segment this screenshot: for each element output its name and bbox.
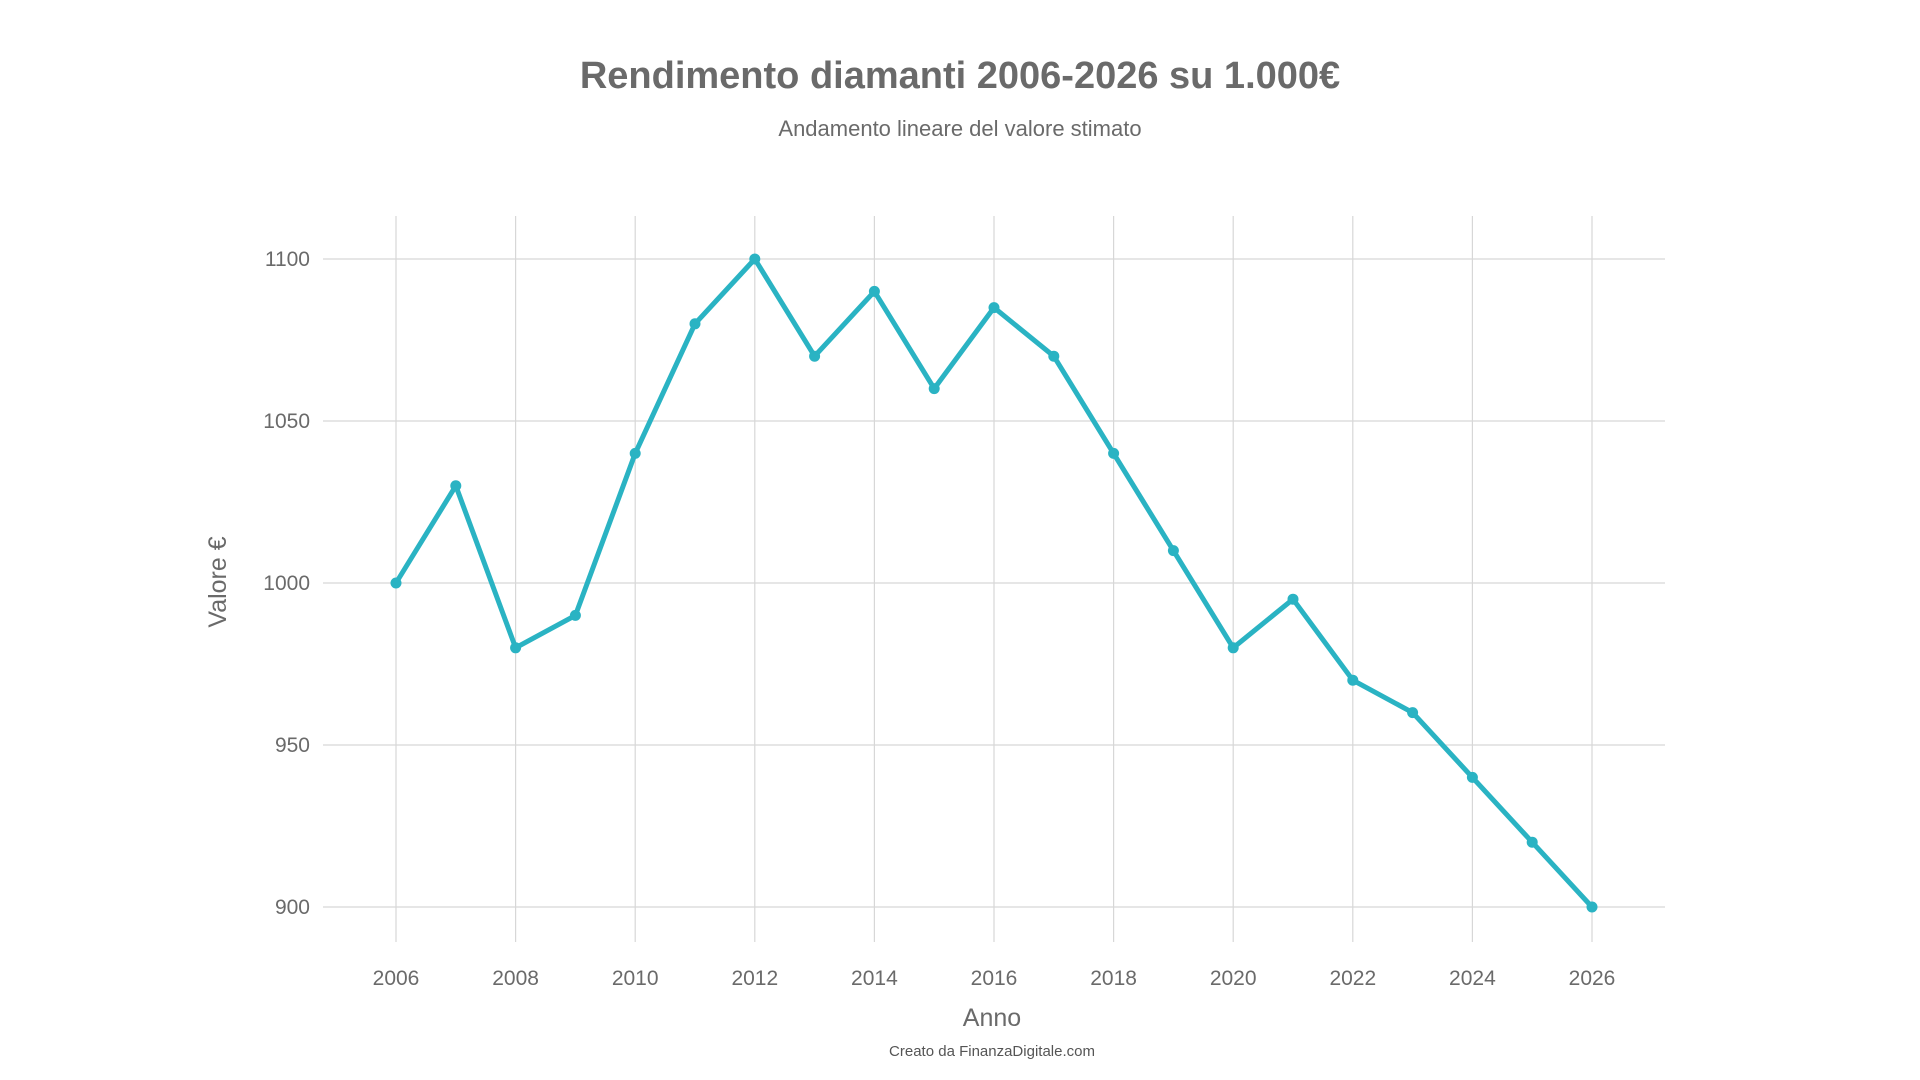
x-tick-label: 2012 (731, 967, 778, 990)
data-point (1407, 707, 1419, 719)
data-point (928, 383, 940, 395)
grid (323, 216, 1665, 942)
y-tick-label: 950 (275, 734, 310, 757)
x-tick-label: 2008 (492, 967, 539, 990)
chart-subtitle: Andamento lineare del valore stimato (778, 116, 1141, 141)
data-point (1167, 545, 1179, 557)
y-tick-label: 900 (275, 896, 310, 919)
x-tick-label: 2018 (1090, 967, 1137, 990)
x-axis: 2006 2008 2010 2012 2014 2016 2018 2020 2022 2024… (373, 967, 1616, 990)
data-point (569, 609, 581, 621)
y-tick-label: 1100 (265, 248, 310, 271)
data-point (1466, 771, 1478, 783)
data-point (629, 447, 641, 459)
credit-text: Creato da FinanzaDigitale.com (889, 1043, 1095, 1060)
data-point (1526, 836, 1538, 848)
data-point (450, 480, 462, 492)
data-point (1227, 642, 1239, 654)
data-point (1287, 593, 1299, 605)
data-point (1108, 447, 1120, 459)
y-axis: 900 950 1000 1050 1100 (263, 248, 310, 919)
y-tick-label: 1050 (263, 410, 310, 433)
data-point (1048, 350, 1060, 362)
data-point (868, 285, 880, 297)
data-point (988, 302, 1000, 314)
data-point (1586, 901, 1598, 913)
data-point (689, 318, 701, 330)
x-tick-label: 2010 (612, 967, 659, 990)
series-layer (390, 253, 1598, 913)
y-tick-label: 1000 (263, 572, 310, 595)
data-point (809, 350, 821, 362)
x-tick-label: 2016 (971, 967, 1018, 990)
chart-title: Rendimento diamanti 2006-2026 su 1.000€ (580, 55, 1340, 97)
x-tick-label: 2020 (1210, 967, 1257, 990)
x-tick-label: 2014 (851, 967, 898, 990)
data-point (390, 577, 402, 589)
x-axis-title: Anno (963, 1004, 1021, 1032)
x-tick-label: 2026 (1569, 967, 1616, 990)
x-tick-label: 2022 (1329, 967, 1376, 990)
data-point (749, 253, 761, 265)
data-point (1347, 674, 1359, 686)
x-tick-label: 2024 (1449, 967, 1496, 990)
data-point (510, 642, 522, 654)
y-axis-title: Valore € (204, 536, 232, 627)
x-tick-label: 2006 (373, 967, 420, 990)
